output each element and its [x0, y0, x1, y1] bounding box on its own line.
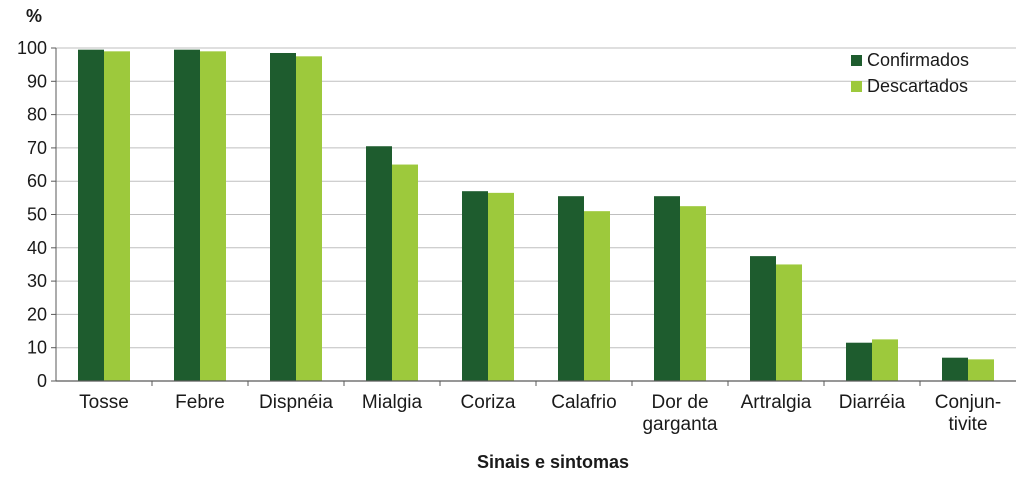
x-category-label-line: Coriza: [461, 392, 516, 413]
y-axis-label: %: [26, 6, 42, 26]
bar-descartados: [968, 359, 994, 381]
x-category-label: Conjun-tivite: [935, 392, 1002, 435]
bar-confirmados: [270, 52, 296, 382]
y-tick-label: 60: [27, 171, 47, 191]
bar-confirmados: [942, 357, 968, 381]
y-tick-label: 20: [27, 304, 47, 324]
x-category-label-line: Dispnéia: [259, 392, 333, 413]
x-category-label: Tosse: [79, 392, 129, 413]
bar-descartados: [680, 206, 706, 381]
x-category-labels: Tosse Febre Dispnéia Mialgia Coriza Calafrio D…: [79, 392, 1001, 435]
x-category-label-line: Tosse: [79, 392, 129, 413]
x-category-label: Mialgia: [362, 392, 423, 413]
y-tick-label: 10: [27, 338, 47, 358]
bar-confirmados: [366, 146, 392, 381]
x-axis-label: Sinais e sintomas: [477, 452, 629, 472]
x-category-label-line: Diarréia: [839, 392, 906, 413]
bar-confirmados: [750, 256, 776, 381]
bar-descartados: [776, 264, 802, 381]
legend-label-confirmados: Confirmados: [867, 50, 969, 70]
x-category-label-line: tivite: [948, 414, 987, 435]
y-tick-label: 100: [17, 38, 47, 58]
bar-descartados: [872, 339, 898, 381]
x-category-label-line: Calafrio: [551, 392, 616, 413]
bar-confirmados: [558, 196, 584, 381]
x-category-label-line: Conjun-: [935, 392, 1002, 413]
bar-descartados: [488, 192, 514, 381]
axes-group: [51, 47, 1016, 386]
bar-confirmados: [846, 342, 872, 381]
bar-descartados: [584, 211, 610, 381]
x-category-label: Coriza: [461, 392, 516, 413]
bar-confirmados: [462, 191, 488, 381]
bar-descartados: [200, 51, 226, 382]
y-tick-label: 30: [27, 271, 47, 291]
x-category-label: Dispnéia: [259, 392, 333, 413]
x-category-label-line: Febre: [175, 392, 225, 413]
x-category-label-line: Dor de: [651, 392, 708, 413]
legend: Confirmados Descartados: [851, 50, 969, 96]
bar-descartados: [392, 164, 418, 381]
legend-label-descartados: Descartados: [867, 76, 968, 96]
bar-descartados: [296, 56, 322, 381]
x-category-label: Diarréia: [839, 392, 906, 413]
bar-confirmados: [78, 49, 104, 381]
y-tick-label: 0: [37, 371, 47, 391]
y-tick-labels: 0 10 20 30 40 50 60 70 80 90 100: [17, 38, 47, 391]
y-tick-label: 90: [27, 71, 47, 91]
x-category-label-line: garganta: [642, 414, 717, 435]
y-tick-label: 80: [27, 105, 47, 125]
x-category-label-line: Mialgia: [362, 392, 423, 413]
bar-confirmados: [654, 196, 680, 381]
bar-descartados: [104, 51, 130, 382]
y-tick-label: 40: [27, 238, 47, 258]
legend-swatch-confirmados: [851, 55, 862, 66]
bars-group: [78, 49, 994, 382]
y-tick-label: 70: [27, 138, 47, 158]
x-category-label-line: Artralgia: [741, 392, 812, 413]
y-tick-label: 50: [27, 205, 47, 225]
x-category-label: Dor de garganta: [642, 392, 717, 435]
x-category-label: Artralgia: [741, 392, 812, 413]
legend-swatch-descartados: [851, 81, 862, 92]
bar-confirmados: [174, 49, 200, 381]
x-category-label: Calafrio: [551, 392, 616, 413]
x-category-label: Febre: [175, 392, 225, 413]
